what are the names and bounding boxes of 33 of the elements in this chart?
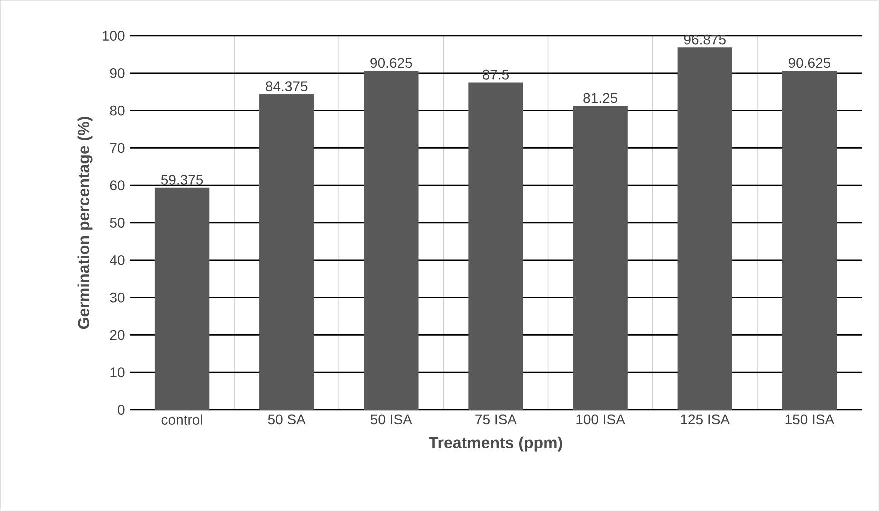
data-label: 59.375 — [161, 175, 204, 186]
data-label: 84.375 — [266, 82, 308, 92]
data-label: 81.25 — [584, 93, 618, 104]
y-tick-label: 30 — [110, 292, 125, 303]
bar — [573, 106, 628, 410]
y-tick-label: 60 — [110, 180, 125, 191]
bar — [260, 94, 314, 410]
y-tick-label: 100 — [103, 31, 125, 41]
y-tick-label: 40 — [110, 255, 125, 266]
bar — [154, 188, 210, 410]
bar — [678, 48, 732, 410]
x-tick-label: 150 ISA — [786, 414, 835, 425]
y-tick-label: 50 — [110, 218, 125, 228]
y-axis-title: Germination percentage (%) — [78, 117, 93, 330]
data-label: 96.875 — [684, 34, 726, 45]
x-tick-label: 50 ISA — [370, 414, 412, 425]
bar — [782, 71, 838, 410]
x-tick-label: 100 ISA — [576, 414, 626, 425]
y-tick-label: 70 — [110, 143, 125, 154]
data-label: 90.625 — [788, 58, 831, 68]
y-tick-label: 80 — [110, 106, 125, 116]
y-tick-label: 0 — [118, 405, 125, 415]
x-axis-title: Treatments (ppm) — [429, 436, 562, 452]
bar — [468, 82, 524, 410]
y-tick-label: 10 — [110, 368, 125, 378]
x-tick-label: 75 ISA — [476, 414, 517, 425]
x-tick-label: 125 ISA — [681, 414, 730, 425]
x-tick-label: control — [162, 414, 202, 425]
x-tick-label: 50 SA — [268, 414, 306, 425]
y-tick-label: 90 — [110, 68, 125, 78]
y-tick-label: 20 — [110, 330, 125, 340]
bar — [364, 71, 419, 410]
data-label: 90.625 — [370, 58, 412, 68]
